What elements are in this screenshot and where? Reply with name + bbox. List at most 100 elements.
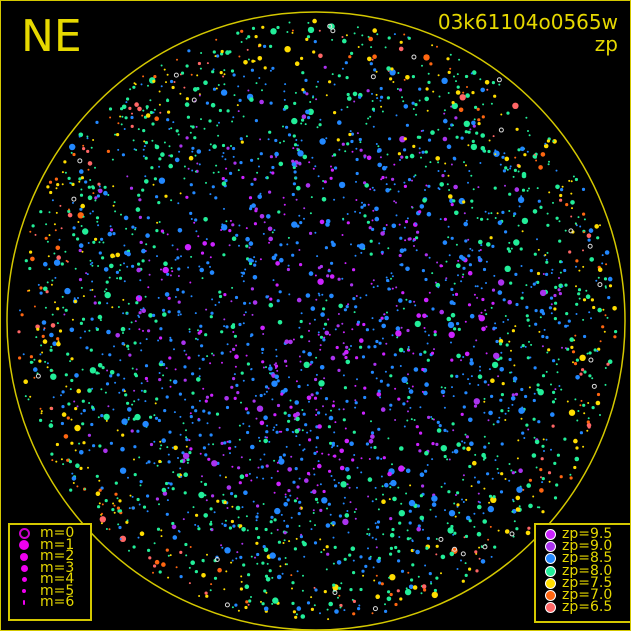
star-marker [477,492,480,495]
star-marker [353,100,356,103]
star-marker [264,436,267,439]
star-marker [473,293,476,296]
star-marker [204,333,208,337]
star-marker [138,328,141,331]
star-marker [55,442,60,447]
star-marker [317,424,322,429]
star-marker [387,437,390,440]
star-marker [514,471,517,474]
star-marker [613,335,617,339]
bright-star-marker [224,602,230,608]
star-marker [399,136,406,143]
star-marker [167,110,171,114]
star-marker [35,336,38,339]
star-marker [398,536,401,538]
star-marker [516,457,519,460]
star-marker [262,503,265,505]
star-marker [300,614,306,619]
star-marker [230,385,234,389]
star-marker [90,422,94,427]
star-marker [173,81,176,83]
star-marker [126,97,130,101]
bright-star-marker [498,127,504,133]
star-marker [268,440,271,443]
star-marker [569,473,572,476]
star-marker [379,156,382,159]
star-marker [72,226,76,230]
star-marker [450,287,454,291]
star-marker [178,150,181,153]
star-marker [257,56,263,61]
bright-star-marker [568,228,574,234]
star-marker [333,83,336,86]
star-marker [444,386,447,389]
star-marker [167,481,170,484]
star-marker [363,154,367,158]
star-marker [385,276,388,279]
star-marker [157,201,161,205]
star-marker [220,351,224,355]
star-marker [308,329,310,332]
star-marker [82,147,86,151]
star-marker [338,408,341,411]
zp-color-icon [544,540,556,552]
star-marker [322,489,326,494]
star-marker [427,80,431,84]
star-marker [455,374,459,378]
star-marker [72,201,74,204]
star-marker [36,327,40,331]
star-marker [513,239,520,246]
star-marker [397,397,401,401]
star-marker [510,349,512,352]
star-marker [427,334,430,337]
magnitude-legend-item: m=4 [16,572,84,586]
star-marker [256,476,258,479]
star-marker [525,284,528,287]
star-marker [192,506,195,509]
star-marker [282,125,284,128]
star-marker [464,320,467,323]
star-marker [286,267,290,272]
star-marker [481,452,486,458]
star-marker [97,416,100,419]
star-marker [179,192,182,195]
star-marker [298,214,301,217]
star-marker [223,523,227,528]
star-marker [497,290,503,295]
star-marker [147,286,150,289]
star-marker [338,458,341,461]
star-marker [336,560,342,565]
star-marker [73,299,77,304]
star-marker [406,419,409,422]
star-marker [169,379,172,382]
star-marker [296,570,299,573]
star-marker [370,370,374,374]
star-marker [90,317,94,321]
star-marker [137,314,140,317]
star-marker [483,411,486,414]
star-marker [436,261,439,264]
star-marker [310,306,316,311]
star-marker [167,487,170,489]
star-marker [329,513,332,516]
bright-star-marker [77,158,83,164]
star-marker [593,348,597,352]
star-marker [219,474,222,477]
star-marker [259,393,263,398]
star-marker [526,483,531,488]
star-marker [292,338,295,341]
star-marker [67,402,71,406]
star-marker [586,420,590,424]
star-marker [319,365,325,370]
star-marker [190,125,192,128]
star-marker [225,405,230,410]
star-marker [565,312,569,316]
star-marker [473,398,480,405]
star-marker [262,477,265,480]
star-marker [131,506,135,510]
star-marker [220,52,224,56]
star-marker [194,409,198,413]
star-marker [332,524,335,527]
star-marker [346,213,349,215]
star-marker [391,223,397,229]
